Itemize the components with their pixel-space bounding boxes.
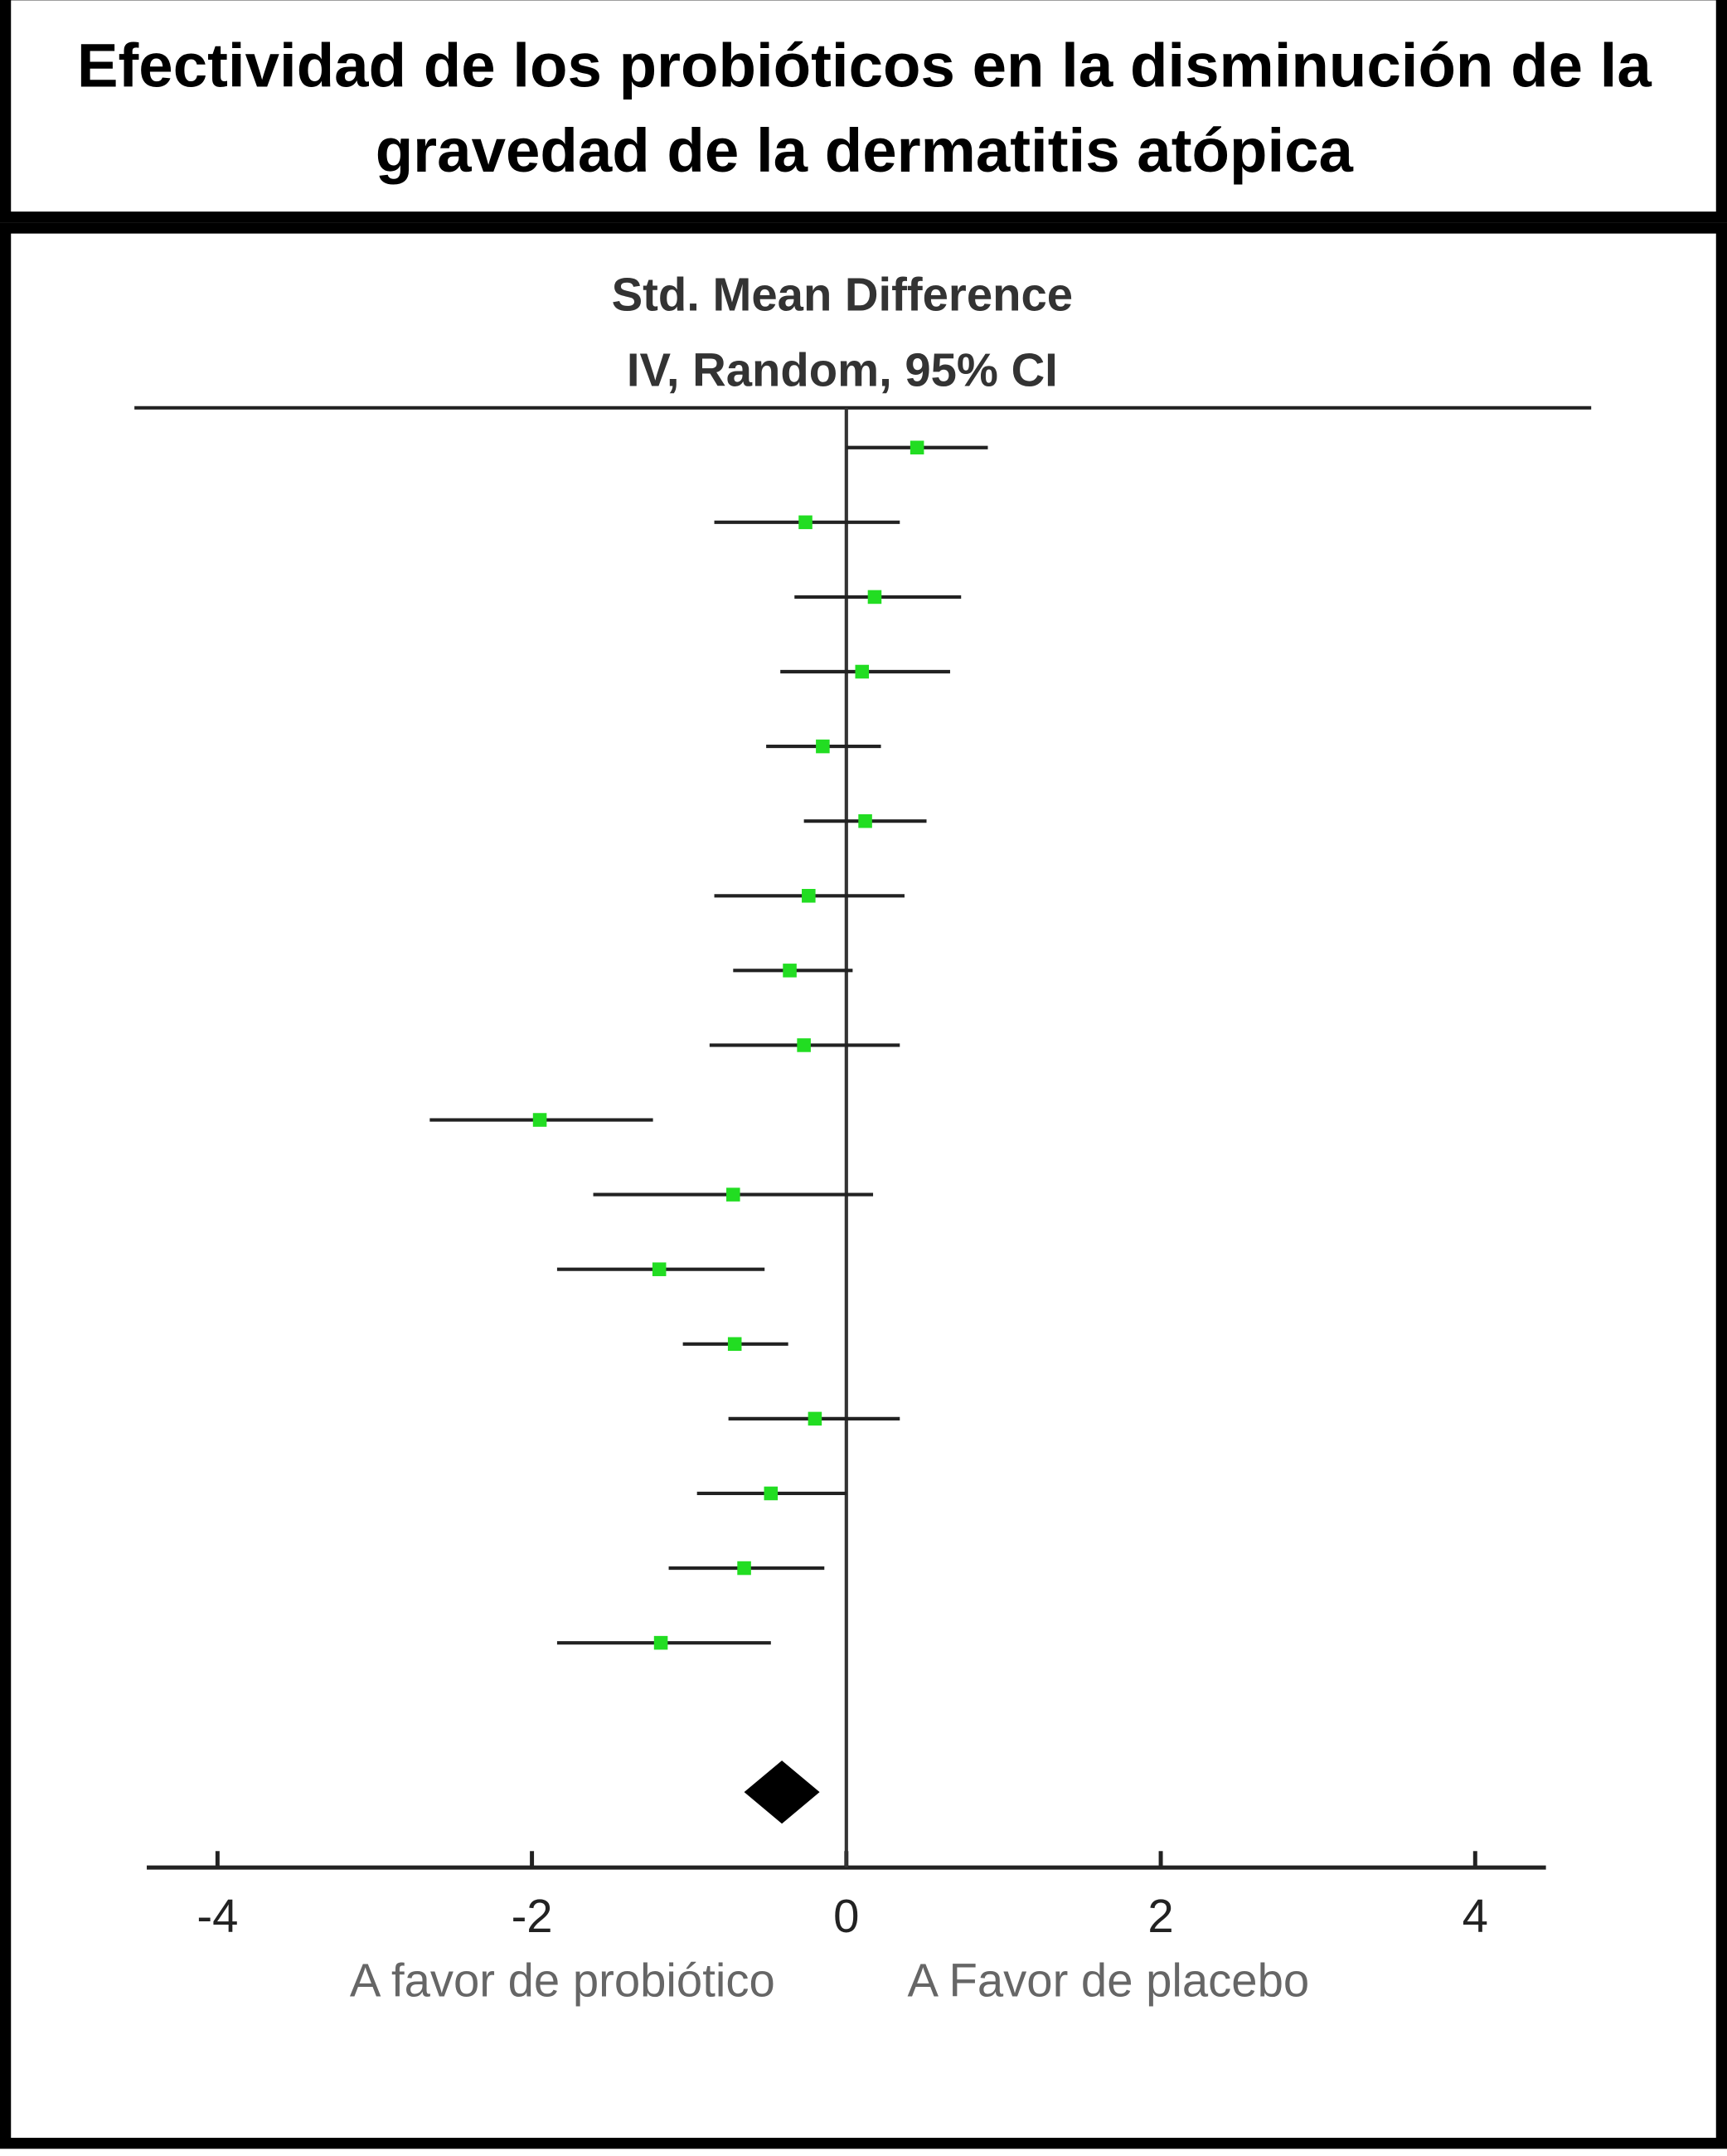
title-box [0, 0, 1727, 223]
point-estimate [737, 1561, 751, 1576]
x-tick-label: -2 [512, 1890, 553, 1942]
point-estimate [783, 964, 797, 978]
point-estimate [797, 1038, 811, 1052]
point-estimate [764, 1486, 779, 1501]
point-estimate [858, 813, 872, 828]
point-estimate [652, 1262, 667, 1276]
x-tick-label: 0 [833, 1890, 859, 1942]
point-estimate [726, 1187, 740, 1202]
right-label: A Favor de placebo [907, 1954, 1309, 2007]
x-tick-label: 4 [1463, 1890, 1488, 1942]
pooled-diamond [744, 1760, 820, 1824]
point-estimate [802, 888, 816, 903]
point-estimate [727, 1337, 742, 1352]
axis-header: IV, Random, 95% CI [627, 343, 1058, 396]
point-estimate [867, 590, 882, 605]
point-estimate [910, 440, 924, 455]
title-wrap: Efectividad de los probióticos en la dis… [76, 30, 1652, 186]
chart-title: Efectividad de los probióticos en la dis… [76, 30, 1652, 186]
left-label: A favor de probiótico [350, 1954, 775, 2007]
point-estimate [653, 1635, 668, 1650]
x-tick-label: -4 [196, 1890, 238, 1942]
axis-header: Std. Mean Difference [612, 268, 1073, 320]
plot-box [0, 222, 1727, 2149]
point-estimate [816, 739, 830, 754]
point-estimate [808, 1411, 822, 1426]
point-estimate [855, 664, 870, 679]
x-tick-label: 2 [1147, 1890, 1173, 1942]
point-estimate [798, 515, 813, 530]
point-estimate [532, 1113, 547, 1127]
